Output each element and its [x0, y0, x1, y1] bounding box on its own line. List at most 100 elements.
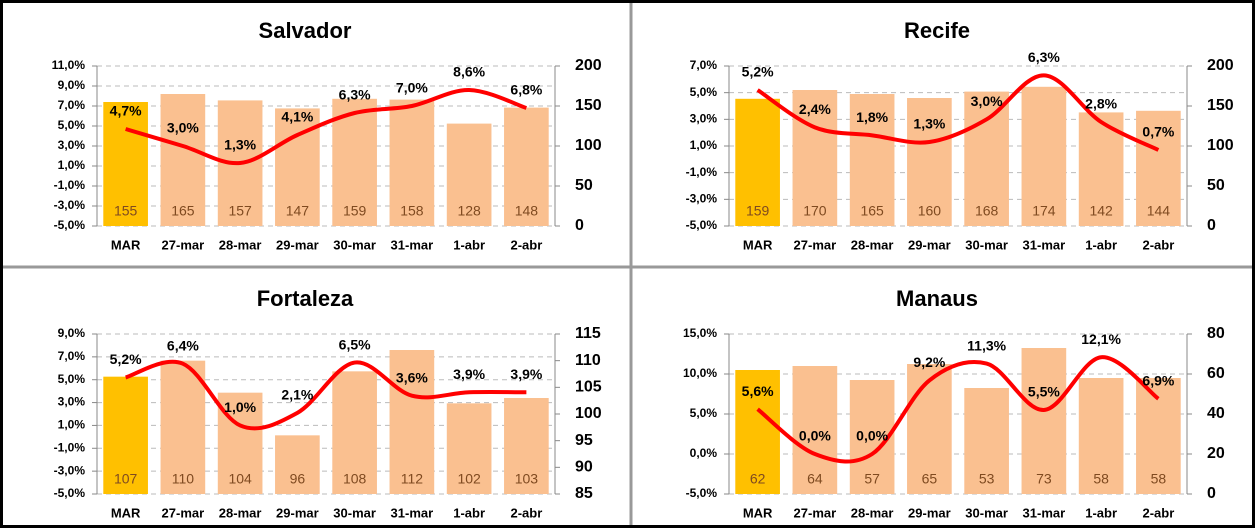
x-tick-label: 27-mar: [794, 237, 837, 252]
bar-label: 170: [803, 203, 827, 219]
line-label: 5,2%: [110, 351, 142, 367]
bar: [504, 398, 549, 494]
y2-tick-label: 100: [575, 137, 602, 154]
line-label: 8,6%: [453, 64, 485, 80]
y-tick-label: -5,0%: [54, 218, 86, 232]
line-label: 6,3%: [339, 87, 371, 103]
x-tick-label: 27-mar: [162, 237, 205, 252]
line-label: 12,1%: [1081, 331, 1121, 347]
y-tick-label: -3,0%: [686, 192, 718, 206]
y2-tick-label: 20: [1207, 445, 1225, 462]
chart-title: Recife: [904, 18, 970, 43]
x-tick-label: 29-mar: [908, 237, 951, 252]
y2-tick-label: 60: [1207, 365, 1225, 382]
line-label: 6,8%: [510, 82, 542, 98]
y-tick-label: -1,0%: [686, 165, 718, 179]
line-label: 4,1%: [281, 109, 313, 125]
bar-label: 168: [975, 203, 999, 219]
bar: [160, 94, 206, 226]
line-label: 2,1%: [281, 387, 313, 403]
line: [124, 359, 527, 431]
x-tick-label: 30-mar: [965, 237, 1008, 252]
x-tick-label: 2-abr: [510, 237, 542, 252]
y-tick-label: 3,0%: [58, 138, 86, 152]
line-label: 6,3%: [1028, 49, 1060, 65]
line-label: 5,6%: [742, 383, 774, 399]
x-tick-label: 1-abr: [453, 505, 485, 520]
line-label: 0,0%: [799, 428, 831, 444]
x-tick-label: MAR: [743, 505, 773, 520]
x-tick-label: 28-mar: [851, 237, 894, 252]
line-label: 2,4%: [799, 101, 831, 117]
bar-label: 147: [286, 203, 310, 219]
x-tick-label: 29-mar: [276, 505, 319, 520]
y-tick-label: 5,0%: [58, 118, 86, 132]
bar: [792, 366, 838, 494]
bar: [735, 98, 780, 226]
bar: [446, 403, 492, 494]
x-tick-label: 1-abr: [1085, 237, 1117, 252]
bar-label: 165: [171, 203, 195, 219]
bar-label: 157: [228, 203, 252, 219]
bar-label: 107: [114, 471, 138, 487]
y-tick-label: 10,0%: [683, 366, 717, 380]
x-tick-label: 31-mar: [391, 237, 434, 252]
bar: [103, 376, 148, 494]
bar-label: 160: [918, 203, 942, 219]
x-tick-label: 1-abr: [453, 237, 485, 252]
y2-tick-label: 80: [1207, 325, 1225, 342]
y2-tick-label: 150: [575, 97, 602, 114]
bar: [504, 107, 549, 226]
bar-label: 112: [401, 471, 424, 487]
bar-label: 158: [400, 203, 424, 219]
line: [756, 355, 1160, 464]
bar: [332, 98, 377, 226]
y2-tick-label: 50: [1207, 177, 1225, 194]
bar-label: 159: [343, 203, 367, 219]
y-tick-label: 3,0%: [58, 395, 86, 409]
line-label: 5,2%: [742, 64, 774, 80]
y-tick-label: 7,0%: [690, 58, 718, 72]
y-tick-label: 7,0%: [58, 98, 86, 112]
y2-tick-label: 85: [575, 485, 593, 502]
bar-label: 148: [515, 203, 539, 219]
line-label: 3,9%: [510, 366, 542, 382]
bar: [446, 123, 492, 226]
chart-title: Salvador: [259, 18, 352, 43]
y2-tick-label: 50: [575, 177, 593, 194]
y-tick-label: -5,0%: [54, 486, 86, 500]
y2-tick-label: 150: [1207, 97, 1234, 114]
line-label: 4,7%: [110, 103, 142, 119]
line-label: 6,4%: [167, 337, 199, 353]
bar: [1021, 86, 1067, 226]
x-tick-label: 27-mar: [162, 505, 205, 520]
bar-label: 62: [750, 471, 766, 487]
bar-label: 159: [746, 203, 770, 219]
chart: Fortaleza -5,0% -3,0% -1,0% 1,0% 3,0% 5,0% 7,0%…: [54, 286, 602, 521]
y-tick-label: 0,0%: [690, 446, 718, 460]
x-tick-label: 29-mar: [276, 237, 319, 252]
line-label: 0,0%: [856, 428, 888, 444]
bar-label: 110: [172, 471, 195, 487]
y-tick-label: 9,0%: [58, 78, 86, 92]
x-tick-label: 1-abr: [1085, 505, 1117, 520]
bar: [389, 350, 435, 494]
y-tick-label: 15,0%: [683, 326, 717, 340]
y2-tick-label: 40: [1207, 405, 1225, 422]
bar-label: 53: [979, 471, 995, 487]
bar: [1078, 378, 1124, 494]
bar: [964, 388, 1009, 494]
x-tick-label: 31-mar: [1023, 237, 1066, 252]
y-tick-label: -3,0%: [54, 198, 86, 212]
y-tick-label: 11,0%: [52, 58, 86, 72]
chart: Manaus -5,0% 0,0% 5,0% 10,0% 15,0% 0 20 40 60 80 MA…: [683, 286, 1225, 521]
x-tick-label: 2-abr: [1142, 237, 1174, 252]
bar-label: 57: [864, 471, 880, 487]
y-tick-label: 1,0%: [58, 418, 86, 432]
y2-tick-label: 200: [575, 57, 602, 74]
bar-label: 103: [515, 471, 539, 487]
y-tick-label: 1,0%: [58, 158, 86, 172]
y-tick-label: -5,0%: [686, 218, 718, 232]
